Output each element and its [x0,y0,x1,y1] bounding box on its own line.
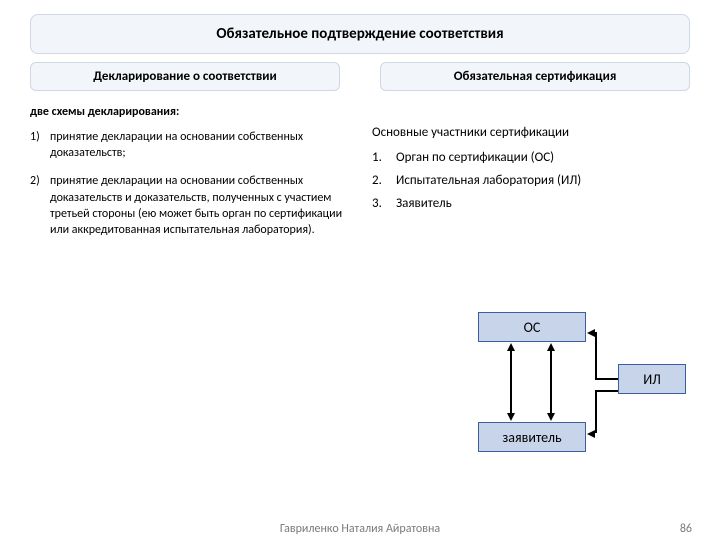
right-item-1: 1. Орган по сертификации (ОС) [372,150,690,165]
arrow-il-oc-v [595,332,597,379]
arrowhead-icon [587,329,595,337]
arrow-il-app-h [595,390,618,392]
right-column: Основные участники сертификации 1. Орган… [372,99,690,250]
relationship-diagram: ОС ИЛ заявитель [400,312,700,482]
right-subheader: Обязательная сертификация [380,62,690,91]
arrow-il-oc-h [595,378,618,380]
right-item-3: 3. Заявитель [372,196,690,211]
right-item-2-text: Испытательная лаборатория (ИЛ) [396,173,581,188]
page-title: Обязательное подтверждение соответствия [30,14,690,54]
left-item-2-text: принятие декларации на основании собстве… [50,173,348,238]
content-row: две схемы декларирования: 1) принятие де… [30,99,690,250]
right-item-3-text: Заявитель [396,196,452,211]
arrowhead-icon [587,430,595,438]
footer-page-number: 86 [680,522,692,536]
footer-author: Гавриленко Наталия Айратовна [0,522,720,536]
left-subheader: Декларирование о соответствии [30,62,340,91]
node-app: заявитель [478,422,586,452]
schemes-label: две схемы декларирования: [30,105,348,119]
arrowhead-icon [547,343,555,351]
arrowhead-icon [547,413,555,421]
right-item-2: 2. Испытательная лаборатория (ИЛ) [372,173,690,188]
arrowhead-icon [507,343,515,351]
arrow-oc-app-right [550,350,552,414]
node-il: ИЛ [618,364,686,394]
left-item-2-num: 2) [30,173,50,238]
right-item-1-num: 1. [372,150,396,165]
arrowhead-icon [507,413,515,421]
left-item-1-num: 1) [30,129,50,161]
arrow-il-app-v [595,390,597,433]
left-column: две схемы декларирования: 1) принятие де… [30,99,348,250]
left-item-1: 1) принятие декларации на основании собс… [30,129,348,161]
subheader-row: Декларирование о соответствии Обязательн… [30,62,690,91]
right-item-3-num: 3. [372,196,396,211]
left-item-1-text: принятие декларации на основании собстве… [50,129,348,161]
participants-label: Основные участники сертификации [372,125,690,140]
right-item-1-text: Орган по сертификации (ОС) [396,150,554,165]
right-item-2-num: 2. [372,173,396,188]
left-item-2: 2) принятие декларации на основании собс… [30,173,348,238]
arrow-oc-app-left [510,350,512,414]
node-oc: ОС [478,312,586,342]
